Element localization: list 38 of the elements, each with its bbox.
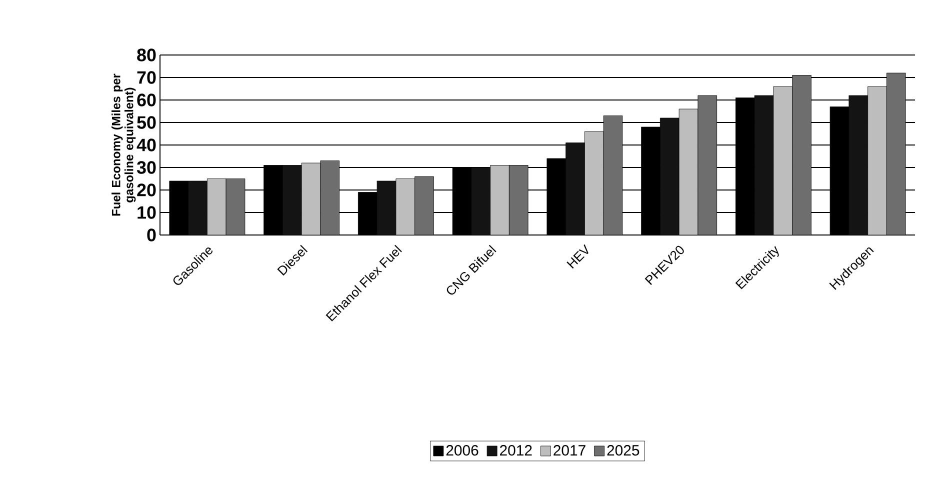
legend-label: 2025 <box>607 445 640 456</box>
bar <box>282 165 302 235</box>
bar <box>604 116 622 235</box>
legend-label: 2012 <box>500 445 532 456</box>
bar <box>396 178 415 235</box>
bar <box>188 181 208 235</box>
bar <box>584 132 604 235</box>
bar <box>679 109 698 235</box>
bar <box>566 142 585 235</box>
bar <box>792 75 812 235</box>
bar <box>471 168 490 235</box>
bar <box>886 72 906 235</box>
bar <box>302 163 320 235</box>
y-axis-title: Fuel Economy (Miles per gasoline equivalent) <box>112 74 136 216</box>
bar <box>868 86 887 235</box>
y-tick-label: 50 <box>137 116 156 129</box>
y-tick-label: 60 <box>137 94 156 106</box>
bar <box>698 96 717 235</box>
bar <box>320 160 340 235</box>
y-tick-label: 80 <box>137 48 156 62</box>
y-tick-label: 20 <box>137 184 156 196</box>
bar <box>754 96 774 235</box>
bar <box>414 176 434 235</box>
legend-label: 2006 <box>446 445 478 456</box>
bar <box>509 165 528 235</box>
y-tick-label: 70 <box>137 71 156 84</box>
y-tick-label: 10 <box>138 206 156 219</box>
bar <box>207 178 226 235</box>
bar <box>490 165 510 235</box>
bar <box>660 118 680 235</box>
bar <box>377 181 396 235</box>
bar <box>773 86 792 235</box>
y-tick-label: 40 <box>136 138 156 152</box>
bar <box>226 178 245 235</box>
y-tick-label: 30 <box>136 161 156 174</box>
bar <box>848 95 868 235</box>
legend-label: 2017 <box>554 445 586 456</box>
y-tick-label: 0 <box>147 228 156 242</box>
